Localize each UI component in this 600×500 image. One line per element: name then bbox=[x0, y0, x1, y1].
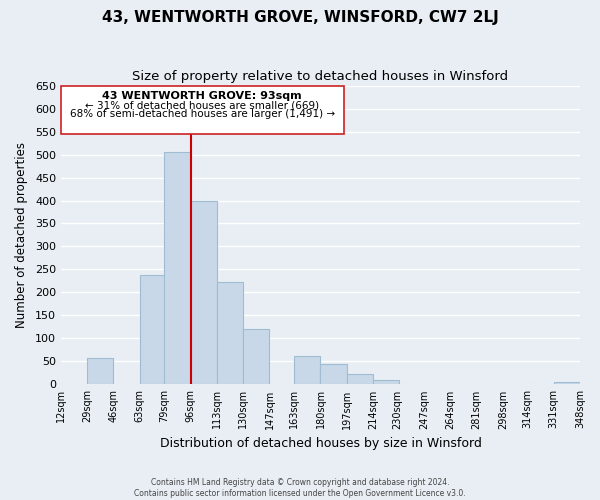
X-axis label: Distribution of detached houses by size in Winsford: Distribution of detached houses by size … bbox=[160, 437, 481, 450]
Bar bbox=[140, 275, 166, 384]
Bar bbox=[320, 364, 347, 384]
Text: 43, WENTWORTH GROVE, WINSFORD, CW7 2LJ: 43, WENTWORTH GROVE, WINSFORD, CW7 2LJ bbox=[101, 10, 499, 25]
Text: Contains HM Land Registry data © Crown copyright and database right 2024.
Contai: Contains HM Land Registry data © Crown c… bbox=[134, 478, 466, 498]
Bar bbox=[217, 282, 243, 384]
Bar bbox=[243, 330, 269, 384]
Bar bbox=[61, 86, 344, 134]
Text: 43 WENTWORTH GROVE: 93sqm: 43 WENTWORTH GROVE: 93sqm bbox=[103, 91, 302, 101]
Text: ← 31% of detached houses are smaller (669): ← 31% of detached houses are smaller (66… bbox=[85, 100, 319, 110]
Bar bbox=[347, 374, 373, 384]
Bar bbox=[87, 358, 113, 384]
Text: 68% of semi-detached houses are larger (1,491) →: 68% of semi-detached houses are larger (… bbox=[70, 108, 335, 118]
Bar bbox=[164, 152, 191, 384]
Y-axis label: Number of detached properties: Number of detached properties bbox=[15, 142, 28, 328]
Bar bbox=[373, 380, 399, 384]
Title: Size of property relative to detached houses in Winsford: Size of property relative to detached ho… bbox=[133, 70, 509, 83]
Bar bbox=[554, 382, 580, 384]
Bar bbox=[294, 356, 320, 384]
Bar bbox=[191, 200, 217, 384]
